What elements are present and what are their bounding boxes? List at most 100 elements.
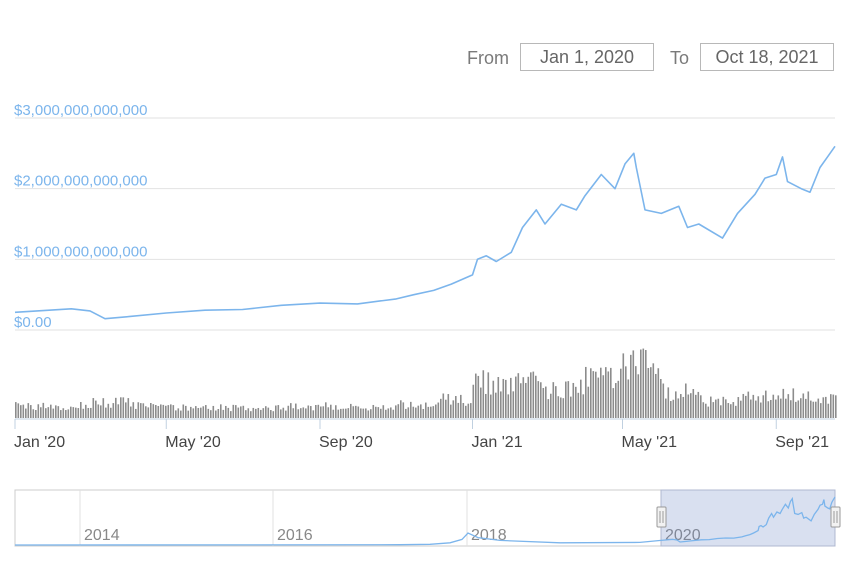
volume-bar bbox=[635, 366, 637, 418]
volume-bar bbox=[765, 390, 767, 418]
volume-bar bbox=[800, 398, 802, 418]
volume-bar bbox=[605, 367, 607, 418]
volume-bar bbox=[382, 405, 385, 418]
volume-bar bbox=[455, 396, 457, 418]
volume-bar bbox=[510, 377, 512, 418]
volume-bar bbox=[687, 394, 690, 418]
volume-bar bbox=[597, 377, 600, 418]
volume-bar bbox=[810, 400, 812, 418]
x-tick-label: May '21 bbox=[622, 434, 678, 451]
volume-bar bbox=[775, 399, 777, 418]
volume-bar bbox=[462, 403, 465, 418]
volume-bar bbox=[430, 406, 432, 418]
volume-bar bbox=[397, 404, 400, 418]
volume-bar bbox=[710, 396, 712, 418]
volume-bar bbox=[567, 381, 570, 418]
volume-bar bbox=[505, 379, 507, 418]
volume-bar bbox=[160, 404, 162, 418]
volume-bar bbox=[135, 408, 137, 418]
volume-bar bbox=[417, 405, 420, 418]
volume-bar bbox=[747, 391, 750, 418]
volume-bar bbox=[370, 409, 372, 418]
volume-bar bbox=[672, 399, 675, 418]
volume-bar bbox=[622, 353, 625, 418]
volume-bar bbox=[482, 370, 485, 418]
volume-bar bbox=[250, 411, 252, 418]
volume-bar bbox=[50, 404, 52, 418]
volume-bar bbox=[280, 409, 282, 418]
volume-bar bbox=[795, 401, 797, 418]
volume-bar bbox=[372, 404, 375, 418]
navigator-year-label: 2016 bbox=[277, 527, 313, 544]
volume-bar bbox=[490, 394, 492, 418]
navigator-handle-right[interactable] bbox=[830, 506, 841, 528]
volume-bar bbox=[97, 404, 100, 418]
navigator-line bbox=[14, 496, 836, 546]
volume-bar bbox=[170, 404, 172, 418]
navigator-year-label: 2018 bbox=[471, 527, 507, 544]
volume-bar bbox=[615, 383, 617, 418]
volume-bar bbox=[172, 405, 175, 418]
volume-bar bbox=[390, 407, 392, 418]
from-date-input[interactable]: Jan 1, 2020 bbox=[520, 43, 654, 71]
volume-bar bbox=[347, 408, 350, 418]
volume-bar bbox=[617, 380, 620, 418]
volume-bar bbox=[220, 404, 222, 418]
volume-bar bbox=[227, 407, 230, 418]
volume-bar bbox=[45, 408, 47, 418]
navigator-handle-left[interactable] bbox=[656, 506, 667, 528]
volume-bar bbox=[697, 391, 700, 418]
navigator-frame bbox=[14, 489, 836, 547]
volume-bar bbox=[200, 407, 202, 418]
volume-bar bbox=[107, 403, 110, 418]
volume-bar bbox=[607, 371, 610, 418]
volume-bar bbox=[457, 402, 460, 418]
volume-bar bbox=[100, 405, 102, 418]
volume-bar bbox=[410, 401, 412, 418]
volume-bar bbox=[682, 396, 685, 418]
volume-bar bbox=[180, 410, 182, 418]
volume-bar bbox=[407, 407, 410, 418]
volume-bar bbox=[387, 408, 390, 418]
volume-bar bbox=[327, 407, 330, 418]
volume-bar bbox=[405, 408, 407, 418]
volume-bar bbox=[177, 408, 180, 418]
volume-bar bbox=[310, 406, 312, 418]
volume-bar bbox=[215, 410, 217, 418]
volume-bar bbox=[202, 406, 205, 418]
volume-bar bbox=[47, 407, 50, 418]
x-tick-label: Jan '20 bbox=[14, 434, 65, 451]
volume-bar bbox=[275, 405, 277, 418]
volume-bar bbox=[552, 382, 555, 418]
volume-bar bbox=[547, 399, 550, 418]
range-selector: From Jan 1, 2020 To Oct 18, 2021 bbox=[0, 43, 850, 73]
volume-bar bbox=[480, 387, 482, 418]
volume-bar bbox=[317, 404, 320, 418]
volume-bar bbox=[437, 402, 440, 418]
volume-bar bbox=[447, 394, 450, 418]
volume-bar bbox=[272, 411, 275, 418]
volume-bar bbox=[157, 405, 160, 418]
volume-bar bbox=[360, 408, 362, 418]
volume-bar bbox=[55, 405, 57, 418]
volume-bar bbox=[27, 403, 30, 418]
to-date-input[interactable]: Oct 18, 2021 bbox=[700, 43, 834, 71]
volume-bar bbox=[772, 394, 775, 418]
volume-bar bbox=[827, 403, 830, 418]
volume-bar bbox=[335, 405, 337, 418]
volume-bar bbox=[342, 408, 345, 418]
volume-bar bbox=[585, 366, 587, 418]
volume-bar bbox=[85, 404, 87, 418]
volume-bar bbox=[625, 366, 627, 418]
volume-bar bbox=[35, 410, 37, 418]
volume-bar bbox=[595, 371, 597, 418]
volume-bar bbox=[450, 404, 452, 418]
volume-bar bbox=[472, 384, 475, 418]
volume-bar bbox=[262, 408, 265, 418]
volume-bar bbox=[667, 387, 670, 418]
volume-bar bbox=[162, 404, 165, 418]
volume-bar bbox=[315, 404, 317, 418]
volume-bar bbox=[782, 388, 785, 418]
volume-bar bbox=[757, 396, 760, 418]
